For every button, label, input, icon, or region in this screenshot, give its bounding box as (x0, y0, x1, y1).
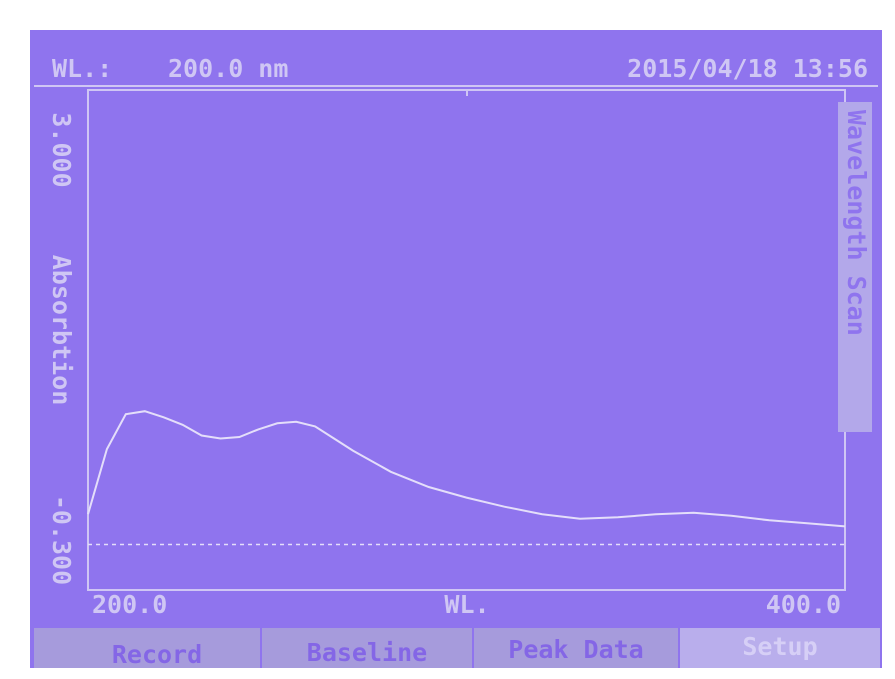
x-axis-label: WL. (444, 590, 489, 619)
header-datetime: 2015/04/18 13:56 (627, 54, 868, 83)
instrument-screen: WL.: 200.0 nm 2015/04/18 13:56 Wavelengt… (0, 0, 895, 679)
x-tick-label: 400.0 (766, 590, 841, 619)
y-tick-label: 3.000 (47, 112, 76, 187)
y-tick-label: -0.300 (47, 495, 76, 585)
header-label: WL.: (52, 54, 112, 83)
y-axis-label: Absorbtion (47, 255, 76, 406)
lcd-background (30, 30, 882, 668)
button-label[interactable]: Baseline (307, 638, 427, 667)
button-bar: Record Baseline Peak Data Setup (34, 628, 880, 669)
button-label[interactable]: Setup (742, 632, 817, 661)
header-wavelength: 200.0 nm (168, 54, 288, 83)
button-label[interactable]: Record (112, 640, 202, 669)
mode-title: Wavelength Scan (842, 110, 871, 336)
button-label[interactable]: Peak Data (508, 635, 643, 664)
x-tick-label: 200.0 (92, 590, 167, 619)
